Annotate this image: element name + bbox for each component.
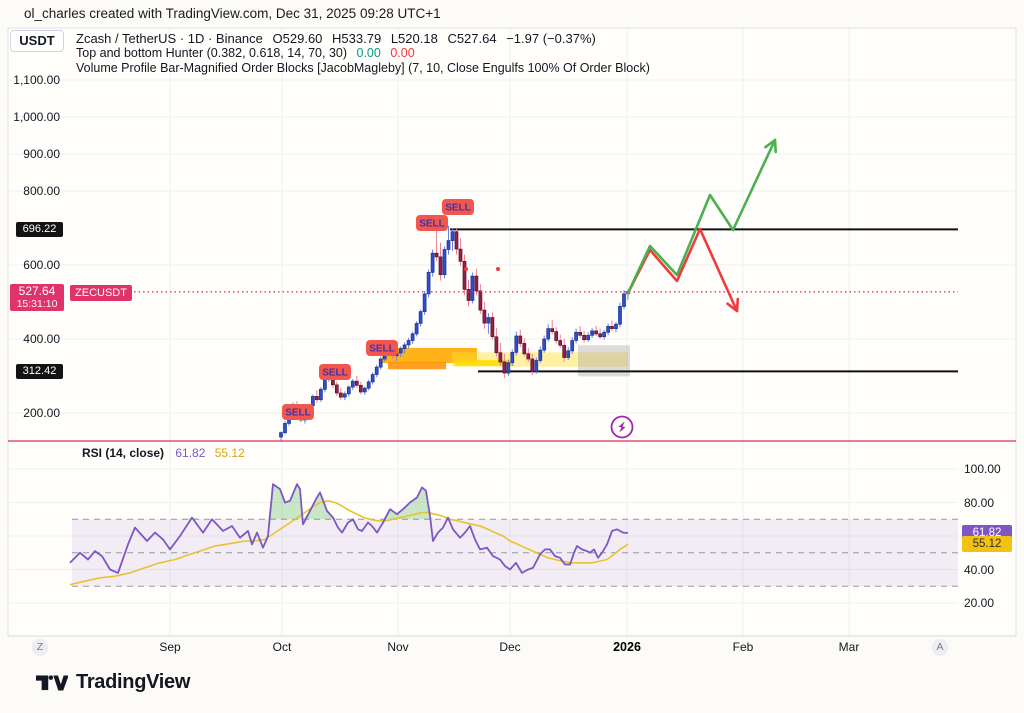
tradingview-logo-mark xyxy=(36,674,68,691)
rsi-axis-label: 40.00 xyxy=(964,562,995,577)
symbol-ohlc-row: Zcash / TetherUS · 1D · Binance O529.60 … xyxy=(76,31,656,46)
candlestick-series xyxy=(279,225,630,442)
rsi-line xyxy=(69,483,629,574)
price-axis-label: 800.00 xyxy=(23,184,60,198)
price-gridlines xyxy=(8,79,1016,414)
time-axis-label: Sep xyxy=(159,640,181,654)
vertical-gridlines xyxy=(169,28,850,636)
chart-legend: Zcash / TetherUS · 1D · Binance O529.60 … xyxy=(76,31,656,76)
ohlc-change: −1.97 (−0.37%) xyxy=(506,31,596,46)
time-axis-label: Dec xyxy=(499,640,521,654)
indicator-volume-profile-label: Volume Profile Bar-Magnified Order Block… xyxy=(76,61,650,75)
time-axis-label: 2026 xyxy=(613,640,641,654)
indicator-hunter-value-1: 0.00 xyxy=(356,46,381,60)
ohlc-close: C527.64 xyxy=(447,31,497,46)
svg-text:SELL: SELL xyxy=(322,368,348,379)
svg-text:SELL: SELL xyxy=(369,344,395,355)
support-resistance-lines[interactable] xyxy=(450,228,958,373)
indicator-row-hunter[interactable]: Top and bottom Hunter (0.382, 0.618, 14,… xyxy=(76,46,656,61)
level-price-badge: 696.22 xyxy=(16,221,63,237)
tradingview-logo-text: TradingView xyxy=(76,671,191,693)
last-price-badge: 527.64 15:31:10 xyxy=(10,283,64,311)
time-axis-label: Oct xyxy=(272,640,292,654)
currency-toggle-button[interactable]: USDT xyxy=(10,30,64,52)
price-axis-label: 900.00 xyxy=(23,147,60,161)
time-axis-edge-badge: A xyxy=(931,639,949,656)
lightning-icon xyxy=(610,415,634,439)
rsi-axis-label: 100.00 xyxy=(964,462,1001,476)
tradingview-logo[interactable]: TradingView xyxy=(36,671,190,694)
price-axis-label: 600.00 xyxy=(23,258,60,272)
indicator-hunter-label: Top and bottom Hunter (0.382, 0.618, 14,… xyxy=(76,46,348,60)
price-axis-label: 1,000.00 xyxy=(13,110,60,124)
attribution-text: ol_charles created with TradingView.com,… xyxy=(24,6,441,21)
rsi-ma-value: 55.12 xyxy=(214,446,245,460)
ohlc-open: O529.60 xyxy=(272,31,323,46)
rsi-legend[interactable]: RSI (14, close) 61.82 55.12 xyxy=(82,446,245,460)
time-axis-edge-badge: Z xyxy=(31,639,49,656)
ohlc-high: H533.79 xyxy=(332,31,382,46)
indicator-row-volume-profile[interactable]: Volume Profile Bar-Magnified Order Block… xyxy=(76,61,656,76)
svg-text:SELL: SELL xyxy=(445,203,471,214)
time-axis-label: Nov xyxy=(387,640,409,654)
signal-dots xyxy=(464,267,500,271)
svg-text:SELL: SELL xyxy=(285,408,311,419)
price-axis-label: 400.00 xyxy=(23,332,60,346)
rsi-value: 61.82 xyxy=(175,446,206,460)
ohlc-low: L520.18 xyxy=(390,31,438,46)
rsi-axis-label: 20.00 xyxy=(964,596,995,610)
rsi-value-badge-yellow: 55.12 xyxy=(962,536,1012,553)
indicator-hunter-value-2: 0.00 xyxy=(390,46,415,60)
time-axis-label: Feb xyxy=(732,640,754,654)
bar-countdown: 15:31:10 xyxy=(16,297,58,310)
level-price-badge: 312.42 xyxy=(16,363,63,379)
price-axis-label: 1,100.00 xyxy=(13,73,60,87)
symbol-title[interactable]: Zcash / TetherUS · 1D · Binance xyxy=(76,31,263,46)
bullish-projection-arrow[interactable] xyxy=(626,138,777,295)
svg-text:SELL: SELL xyxy=(419,219,445,230)
time-axis-label: Mar xyxy=(838,640,860,654)
rsi-axis-label: 80.00 xyxy=(964,495,995,510)
rsi-title: RSI (14, close) xyxy=(82,446,165,460)
price-axis-label: 200.00 xyxy=(23,406,60,420)
rsi-ma-line xyxy=(69,499,629,586)
rsi-level-lines xyxy=(72,518,958,587)
last-price-value: 527.64 xyxy=(18,283,56,298)
rsi-gridlines xyxy=(8,468,958,604)
plot-border xyxy=(7,27,1017,637)
symbol-price-label: ZECUSDT xyxy=(70,284,132,301)
